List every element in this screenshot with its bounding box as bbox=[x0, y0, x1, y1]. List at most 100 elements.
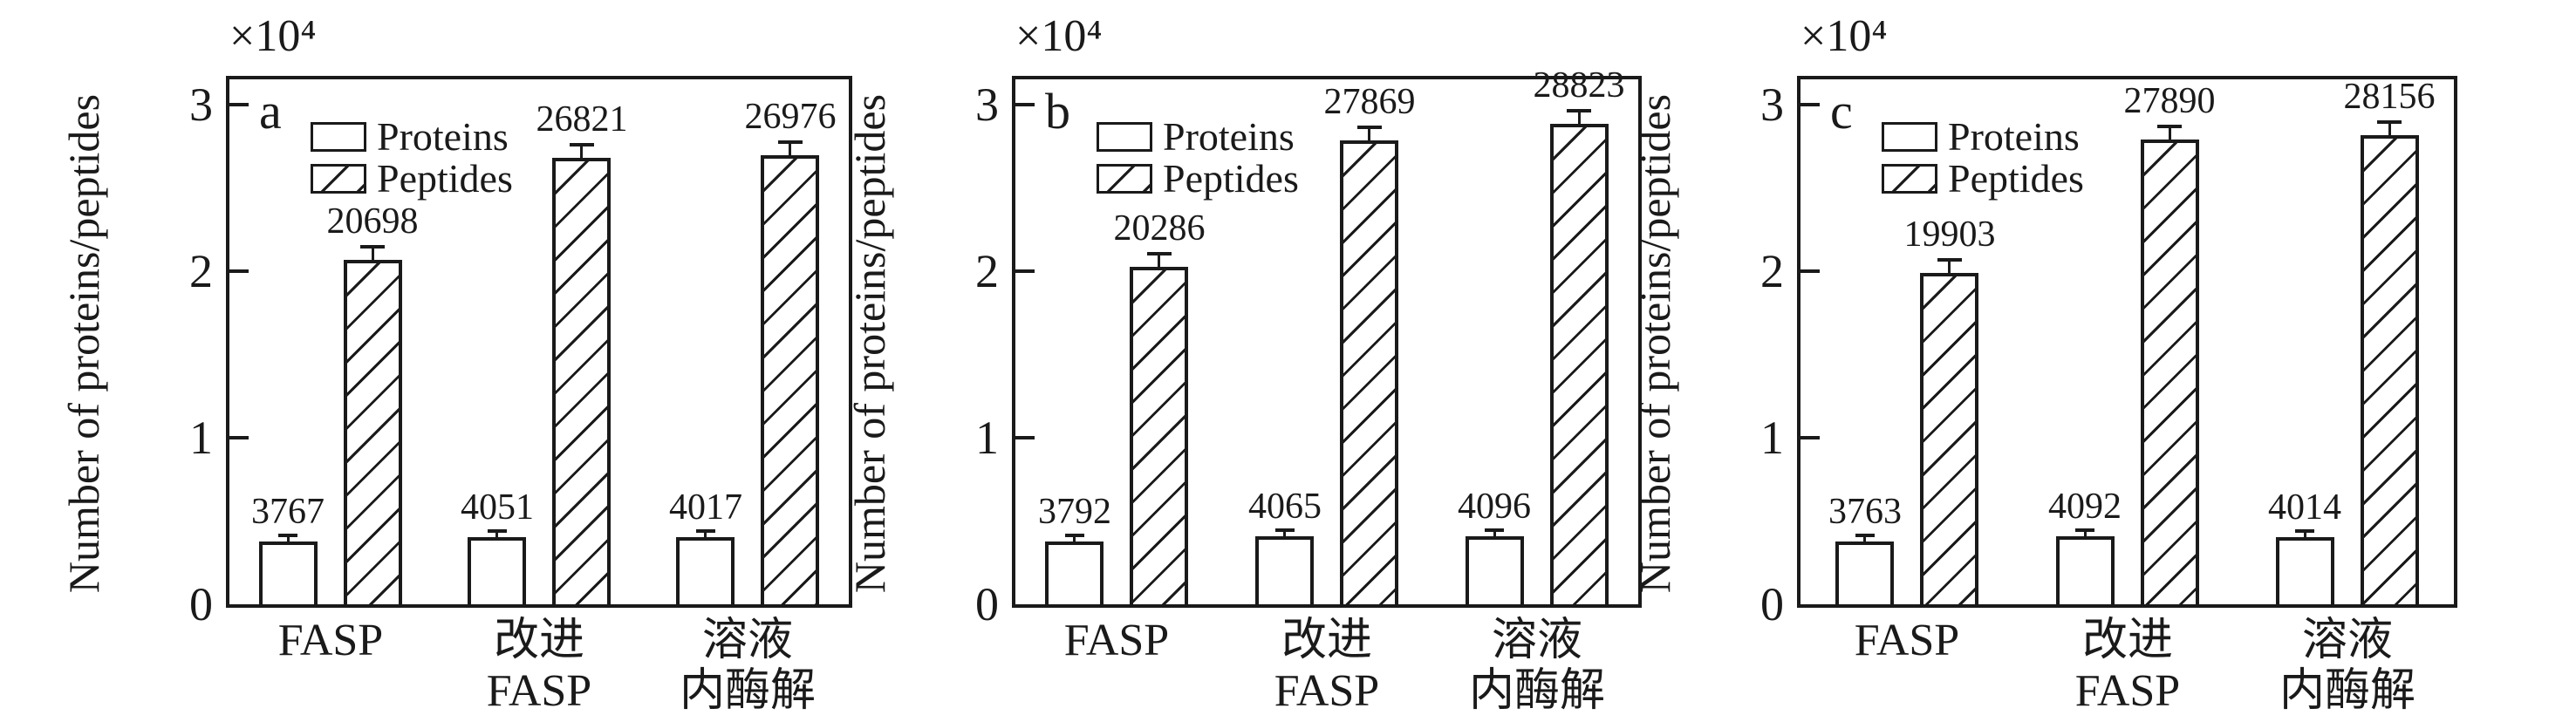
bar-proteins-group2 bbox=[2056, 536, 2115, 608]
bar-peptides-group1 bbox=[344, 260, 402, 608]
legend-peptides-label: Peptides bbox=[1948, 156, 2084, 201]
bar-peptides-group1 bbox=[1130, 267, 1188, 608]
error-bar-stem bbox=[1158, 255, 1160, 267]
error-bar-cap bbox=[1485, 528, 1504, 532]
y-tick-label: 0 bbox=[189, 578, 213, 630]
error-bar-cap bbox=[360, 245, 385, 249]
y-tick-mark bbox=[229, 269, 249, 273]
error-bar-cap bbox=[1937, 258, 1962, 262]
legend-proteins-swatch bbox=[311, 122, 366, 152]
x-category-label-group2: 改进 FASP bbox=[486, 616, 592, 716]
y-axis-offset-label: ×10⁴ bbox=[1015, 11, 1103, 61]
error-bar-stem bbox=[2388, 123, 2391, 135]
x-category-label-group2: 改进 FASP bbox=[2074, 616, 2181, 716]
error-bar-cap bbox=[778, 140, 803, 144]
bar-proteins-group2 bbox=[468, 537, 526, 608]
y-tick-label: 0 bbox=[975, 578, 999, 630]
legend-peptides-label: Peptides bbox=[1163, 156, 1299, 201]
legend-proteins-swatch bbox=[1097, 122, 1152, 152]
error-bar-stem bbox=[2084, 531, 2087, 536]
bar-value-label-proteins-group2: 4065 bbox=[1248, 487, 1322, 527]
legend-row-peptides: Peptides bbox=[1097, 159, 1299, 199]
error-bar-stem bbox=[1073, 536, 1076, 542]
legend-row-proteins: Proteins bbox=[1882, 117, 2080, 157]
bar-value-label-proteins-group1: 3792 bbox=[1038, 492, 1111, 532]
x-category-label-group2: 改进 FASP bbox=[1274, 616, 1380, 716]
bar-value-label-proteins-group3: 4014 bbox=[2268, 487, 2341, 528]
bar-value-label-peptides-group2: 27869 bbox=[1323, 82, 1416, 122]
bar-value-label-peptides-group3: 28156 bbox=[2343, 77, 2436, 117]
y-tick-mark bbox=[229, 103, 249, 106]
bar-value-label-peptides-group3: 28823 bbox=[1533, 65, 1625, 106]
y-tick-mark bbox=[1800, 269, 1820, 273]
bar-proteins-group3 bbox=[676, 537, 735, 608]
legend-peptides-label: Peptides bbox=[377, 156, 513, 201]
y-tick-mark bbox=[1015, 103, 1035, 106]
error-bar-stem bbox=[495, 532, 498, 537]
y-tick-label: 1 bbox=[189, 412, 213, 464]
bar-value-label-peptides-group1: 19903 bbox=[1903, 215, 1996, 255]
bar-proteins-group2 bbox=[1255, 536, 1314, 608]
legend-peptides-swatch bbox=[1097, 164, 1152, 194]
error-bar-cap bbox=[278, 534, 297, 537]
legend-proteins-label: Proteins bbox=[1948, 114, 2080, 159]
error-bar-cap bbox=[1147, 252, 1172, 255]
error-bar-stem bbox=[580, 146, 583, 158]
legend-row-proteins: Proteins bbox=[1097, 117, 1295, 157]
y-tick-label: 3 bbox=[1760, 78, 1784, 131]
error-bar-stem bbox=[2304, 532, 2306, 537]
y-axis-offset-label: ×10⁴ bbox=[1800, 11, 1888, 61]
error-bar-stem bbox=[287, 536, 290, 542]
x-category-label-group3: 溶液 内酶解 bbox=[1468, 616, 1605, 716]
bar-value-label-proteins-group3: 4096 bbox=[1458, 487, 1531, 527]
error-bar-stem bbox=[1493, 531, 1496, 536]
bar-value-label-peptides-group3: 26976 bbox=[744, 97, 837, 137]
y-axis-label: Number of proteins/peptides bbox=[845, 93, 894, 594]
error-bar-cap bbox=[696, 529, 715, 533]
y-tick-label: 3 bbox=[975, 78, 999, 131]
bar-proteins-group3 bbox=[2276, 537, 2334, 608]
y-tick-mark bbox=[1015, 269, 1035, 273]
y-tick-label: 2 bbox=[975, 245, 999, 297]
error-bar-stem bbox=[1368, 128, 1370, 140]
error-bar-cap bbox=[2377, 120, 2402, 124]
y-tick-label: 1 bbox=[975, 412, 999, 464]
y-tick-mark bbox=[1800, 436, 1820, 439]
error-bar-cap bbox=[2295, 529, 2314, 533]
error-bar-cap bbox=[2157, 125, 2182, 128]
y-tick-label: 3 bbox=[189, 78, 213, 131]
y-axis-label: Number of proteins/peptides bbox=[59, 93, 108, 594]
y-tick-label: 2 bbox=[189, 245, 213, 297]
x-category-label-group3: 溶液 内酶解 bbox=[2279, 616, 2415, 716]
bar-value-label-proteins-group2: 4051 bbox=[461, 487, 534, 528]
error-bar-stem bbox=[704, 532, 707, 537]
panel-letter: a bbox=[259, 83, 282, 140]
bar-proteins-group1 bbox=[1045, 542, 1104, 608]
bar-value-label-peptides-group1: 20286 bbox=[1113, 208, 1206, 249]
error-bar-stem bbox=[2169, 127, 2171, 140]
error-bar-stem bbox=[1283, 531, 1286, 536]
panel-letter: b bbox=[1045, 83, 1070, 140]
error-bar-cap bbox=[1357, 126, 1382, 129]
bar-proteins-group1 bbox=[1835, 542, 1894, 608]
error-bar-cap bbox=[570, 143, 594, 146]
bar-value-label-proteins-group2: 4092 bbox=[2048, 487, 2122, 527]
error-bar-stem bbox=[789, 143, 791, 155]
x-category-label-group1: FASP bbox=[1063, 616, 1170, 665]
bar-peptides-group1 bbox=[1920, 273, 1978, 608]
x-category-label-group1: FASP bbox=[1854, 616, 1960, 665]
bar-peptides-group2 bbox=[1340, 140, 1398, 608]
error-bar-cap bbox=[2075, 528, 2094, 532]
y-tick-label: 1 bbox=[1760, 412, 1784, 464]
y-tick-label: 0 bbox=[1760, 578, 1784, 630]
y-tick-mark bbox=[1800, 103, 1820, 106]
x-category-label-group3: 溶液 内酶解 bbox=[679, 616, 816, 716]
bar-peptides-group2 bbox=[552, 158, 611, 608]
error-bar-cap bbox=[1567, 109, 1591, 112]
bar-proteins-group3 bbox=[1466, 536, 1524, 608]
bar-value-label-proteins-group1: 3767 bbox=[251, 492, 325, 532]
x-category-label-group1: FASP bbox=[277, 616, 384, 665]
error-bar-stem bbox=[372, 248, 374, 260]
y-axis-label: Number of proteins/peptides bbox=[1630, 93, 1679, 594]
